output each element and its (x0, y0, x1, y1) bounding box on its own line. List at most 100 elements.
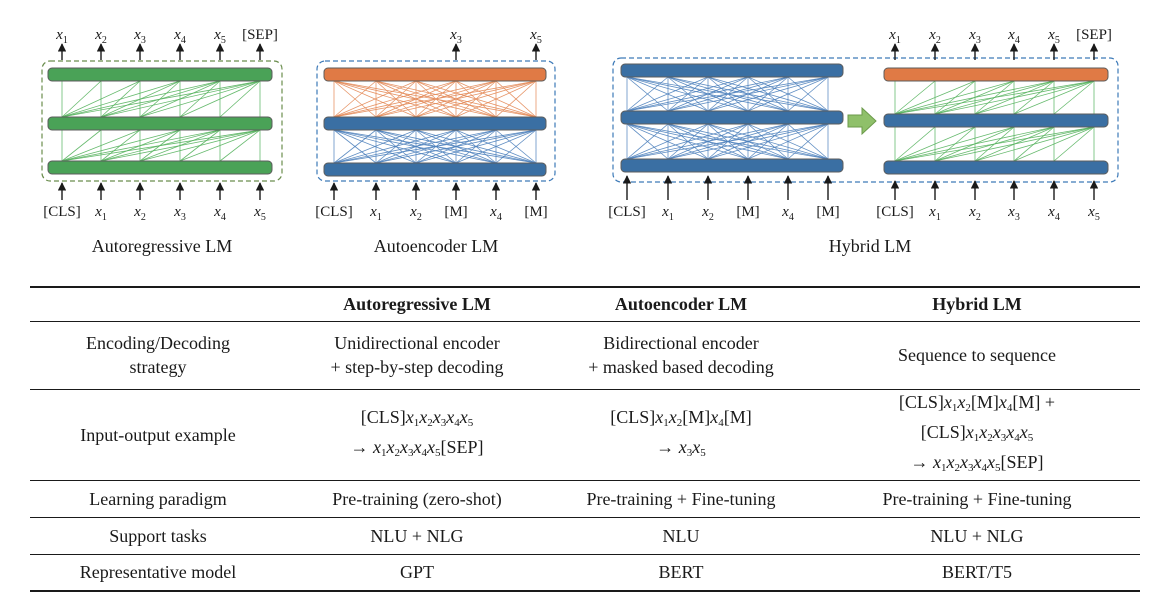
output-token: x3 (968, 27, 981, 46)
connection-line (934, 126, 1015, 162)
architecture-diagram: x1 x2 x3 x4 x5 [SEP][CLS] x1 x2 x3 x4 x5 x3 x5[CLS]… (41, 27, 1119, 256)
input-token: x1 (369, 204, 382, 223)
input-token: [M] (524, 204, 547, 220)
connection-line (333, 129, 377, 164)
input-token: x2 (409, 204, 422, 223)
header-autoencoder: Autoencoder LM (614, 294, 748, 315)
connection-line (100, 80, 181, 118)
decoder-input-token: [CLS] (876, 204, 914, 220)
table-row-input-output: Input-output example [CLS]x1x2x3x4x5 → x… (30, 389, 1140, 480)
encoder-input-token: [CLS] (608, 204, 646, 220)
cell-io-autoencoder: [CLS]x1x2[M]x4[M] → x3x5 (548, 389, 814, 480)
output-token: [SEP] (1076, 27, 1112, 43)
connection-line (415, 129, 537, 164)
connection-line (626, 76, 709, 112)
connection-line (707, 76, 829, 112)
input-token: [M] (444, 204, 467, 220)
table-row-learning-paradigm: Learning paradigm Pre-training (zero-sho… (30, 480, 1140, 517)
layer-bar (883, 67, 1109, 82)
header-hybrid: Hybrid LM (932, 294, 1022, 315)
connection-line (626, 76, 669, 112)
cell-line: + step-by-step decoding (330, 357, 504, 377)
encoder-input-token: x4 (781, 204, 794, 223)
output-token: x4 (1007, 27, 1020, 46)
cell-line: Unidirectional encoder (334, 333, 500, 353)
cell-encoding-autoencoder: Bidirectional encoder + masked based dec… (548, 321, 814, 389)
cell-line: Bidirectional encoder (603, 333, 759, 353)
connection-line (934, 80, 1015, 115)
cell-model-autoregressive: GPT (399, 562, 434, 583)
io-line-input: [CLS]x1x2x3x4x5 (360, 406, 474, 429)
connection-line (61, 129, 102, 162)
connection-line (626, 123, 749, 160)
connection-line (894, 80, 936, 115)
connection-line (333, 80, 497, 118)
connection-line (626, 123, 789, 160)
io-line-input: [CLS]x1x2[M]x4[M] (610, 406, 752, 429)
cell-encoding-autoregressive: Unidirectional encoder + step-by-step de… (286, 321, 548, 389)
row-label-tasks: Support tasks (109, 525, 207, 546)
layer-bar (620, 63, 844, 78)
io-line-input-encoder: [CLS]x1x2[M]x4[M] + (898, 391, 1056, 414)
connection-line (747, 76, 829, 112)
connection-line (375, 129, 537, 164)
layer-bar (323, 67, 547, 82)
input-token: [CLS] (315, 204, 353, 220)
connection-line (139, 80, 181, 118)
input-token: x3 (173, 204, 186, 223)
io-line-output: → x1x2x3x4x5[SEP] (910, 451, 1044, 474)
connection-line (1013, 80, 1055, 115)
layer-bar (323, 116, 547, 131)
output-token: x5 (213, 27, 226, 46)
hybrid-diagram: [CLS] x1 x2 [M] x4 [M] x1 x2 x3 x4 x5 [SEP] [CLS] x1 x… (608, 27, 1119, 223)
connection-line (100, 80, 141, 118)
connection-line (333, 129, 417, 164)
table-header-row: Autoregressive LM Autoencoder LM Hybrid … (30, 287, 1140, 321)
layer-bar (883, 160, 1109, 175)
cell-encoding-hybrid: Sequence to sequence (898, 345, 1056, 365)
output-token: x5 (529, 27, 542, 46)
connection-line (667, 123, 829, 160)
autoencoder-diagram: x3 x5 [CLS] x1 x2 [M] x4 [M] (315, 27, 556, 223)
connection-line (333, 80, 457, 118)
row-label-learning: Learning paradigm (89, 488, 227, 509)
connection-line (415, 80, 537, 118)
layer-bar (323, 162, 547, 177)
cell-tasks-autoencoder: NLU (662, 525, 700, 546)
decoder-input-token: x1 (928, 204, 941, 223)
connection-line (974, 80, 1055, 115)
input-token: x4 (213, 204, 226, 223)
connection-line (747, 123, 829, 160)
caption-hybrid: Hybrid LM (829, 236, 912, 256)
dashed-frame (612, 57, 1119, 183)
row-label-model: Representative model (79, 562, 237, 583)
layer-bar (883, 113, 1109, 128)
table-row-encoding-strategy: Encoding/Decoding strategy Unidirectiona… (30, 321, 1140, 389)
connection-line (626, 76, 749, 112)
connection-line (333, 80, 377, 118)
output-token: x2 (928, 27, 941, 46)
output-token: x2 (94, 27, 107, 46)
caption-autoencoder: Autoencoder LM (374, 236, 498, 256)
input-token: [CLS] (43, 204, 81, 220)
connection-line (333, 80, 537, 118)
layer-bar (620, 110, 844, 125)
cell-learning-autoencoder: Pre-training + Fine-tuning (586, 488, 776, 509)
connection-line (100, 129, 141, 162)
layer-bar (47, 160, 273, 175)
label-line: strategy (129, 357, 187, 377)
cell-learning-autoregressive: Pre-training (zero-shot) (332, 488, 502, 509)
connection-line (974, 126, 1055, 162)
output-token: x3 (133, 27, 146, 46)
connection-line (934, 80, 976, 115)
output-token: x4 (173, 27, 186, 46)
connection-line (495, 129, 537, 164)
encoder-to-decoder-arrow (847, 106, 877, 136)
output-token: x1 (888, 27, 901, 46)
input-token: x2 (133, 204, 146, 223)
cell-tasks-hybrid: NLU + NLG (930, 525, 1024, 546)
cell-model-hybrid: BERT/T5 (942, 562, 1012, 583)
cell-model-autoencoder: BERT (658, 562, 704, 583)
autoregressive-diagram: x1 x2 x3 x4 x5 [SEP] [CLS] x1 x2 x3 x4 x5 (41, 27, 283, 223)
input-token: x1 (94, 204, 107, 223)
